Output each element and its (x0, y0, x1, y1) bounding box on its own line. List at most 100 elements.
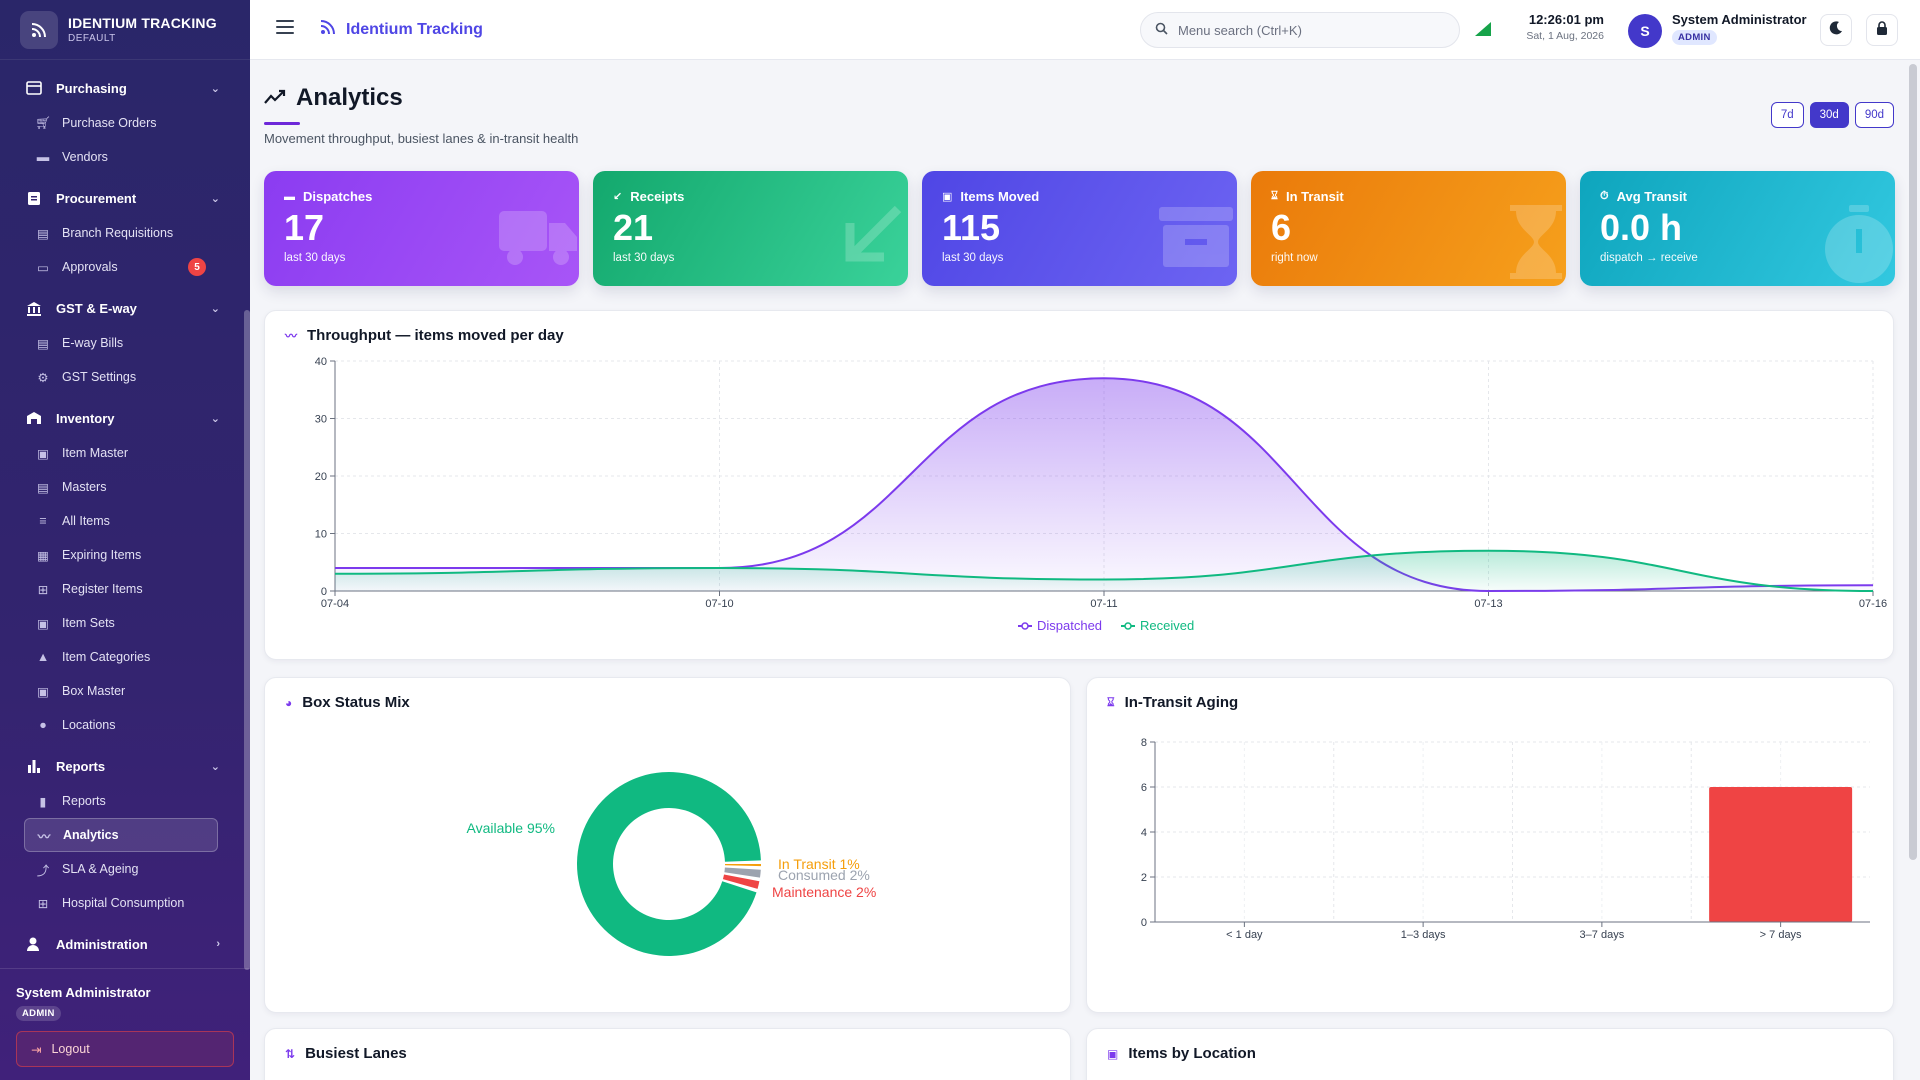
theme-toggle-button[interactable] (1820, 14, 1852, 46)
kpi-in-transit[interactable]: ⌛︎ In Transit 6 right now (1251, 171, 1566, 286)
sidebar-item-masters[interactable]: ▤ Masters (24, 470, 218, 504)
aging-card: ⌛︎ In-Transit Aging 0 2 4 6 8 < 1 day 1–3 days… (1086, 677, 1894, 1013)
app-title[interactable]: Identium Tracking (320, 19, 483, 40)
sidebar-item-locations[interactable]: ● Locations (24, 708, 218, 742)
kpi-caption: last 30 days (942, 252, 1004, 264)
legend-label: Received (1140, 618, 1194, 633)
main-content: Analytics Movement throughput, busiest l… (250, 60, 1920, 1080)
sidebar-item-item-sets[interactable]: ▣ Item Sets (24, 606, 218, 640)
sidebar-item-approvals[interactable]: ▭ Approvals 5 (24, 250, 218, 284)
sidebar-user-name: System Administrator (16, 985, 151, 1000)
kpi-label: Avg Transit (1616, 189, 1687, 204)
sidebar-item-sla-ageing[interactable]: ⤴ SLA & Ageing (24, 852, 218, 886)
items-by-location-card: ▣ Items by Location (1086, 1028, 1894, 1080)
sidebar-item-register-items[interactable]: ⊞ Register Items (24, 572, 218, 606)
sidebar-scrollbar[interactable] (244, 310, 250, 970)
sidebar-item-label: Branch Requisitions (62, 226, 174, 240)
aging-bar (1709, 787, 1853, 922)
kpi-items-moved[interactable]: ▣ Items Moved 115 last 30 days (922, 171, 1237, 286)
sidebar-item-reports[interactable]: ▮ Reports (24, 784, 218, 818)
list-icon: ≡ (39, 514, 47, 528)
page-scrollbar[interactable] (1909, 64, 1917, 860)
sidebar-group-inventory[interactable]: Inventory ⌄ (0, 400, 240, 436)
trend-line-icon: 〰 (285, 329, 298, 343)
menu-search-input[interactable]: Menu search (Ctrl+K) (1140, 12, 1460, 48)
x-tick-label: < 1 day (1226, 929, 1263, 941)
lock-button[interactable] (1866, 14, 1898, 46)
sidebar-item-label: Item Categories (62, 650, 151, 664)
sidebar-item-box-master[interactable]: ▣ Box Master (24, 674, 218, 708)
x-tick-label: 07-04 (321, 598, 349, 610)
bank-icon (24, 301, 44, 316)
sidebar-item-all-items[interactable]: ≡ All Items (24, 504, 218, 538)
y-tick-label: 2 (1141, 872, 1147, 884)
sidebar-item-purchase-orders[interactable]: 🛒︎ Purchase Orders (24, 106, 218, 140)
sidebar-item-gst-settings[interactable]: ⚙︎ GST Settings (24, 360, 218, 394)
brand[interactable]: IDENTIUM TRACKING DEFAULT (0, 0, 250, 60)
x-tick-label: 07-10 (705, 598, 733, 610)
sidebar-item-eway-bills[interactable]: ▤ E-way Bills (24, 326, 218, 360)
page-title-text: Analytics (296, 84, 403, 111)
sidebar-item-label: Box Master (62, 684, 126, 698)
kpi-caption: right now (1271, 252, 1318, 264)
truck-icon (499, 211, 577, 265)
sidebar-item-label: Analytics (63, 828, 119, 842)
kpi-dispatches[interactable]: ▬ Dispatches 17 last 30 days (264, 171, 579, 286)
brand-subtitle: DEFAULT (68, 33, 116, 44)
y-tick-label: 0 (1141, 917, 1147, 929)
plus-square-icon: ⊞ (37, 582, 49, 597)
range-7d-button[interactable]: 7d (1770, 102, 1804, 128)
y-tick-label: 20 (315, 471, 327, 483)
sidebar-item-item-master[interactable]: ▣ Item Master (24, 436, 218, 470)
kpi-caption: dispatch → receive (1600, 252, 1698, 264)
menu-toggle-button[interactable] (276, 20, 296, 39)
range-30d-button[interactable]: 30d (1809, 102, 1849, 128)
throughput-chart: 0 10 20 30 40 07-04 07-10 07-11 07-13 07-16 Dispat… (315, 356, 1887, 633)
sidebar-group-label: Reports (56, 758, 106, 774)
sidebar-item-branch-requisitions[interactable]: ▤ Branch Requisitions (24, 216, 218, 250)
sidebar-group-reports[interactable]: Reports ⌄ (0, 748, 240, 784)
sidebar-group-procurement[interactable]: Procurement ⌄ (0, 180, 240, 216)
user-menu[interactable]: System Administrator ADMIN (1672, 12, 1807, 45)
chevron-down-icon: ⌄ (210, 82, 220, 95)
sidebar-item-vendors[interactable]: ▬ Vendors (24, 140, 218, 174)
sidebar-item-label: Vendors (62, 150, 108, 164)
clock-date: Sat, 1 Aug, 2026 (1526, 30, 1604, 42)
kpi-avg-transit[interactable]: ⏱︎ Avg Transit 0.0 h dispatch → receive (1580, 171, 1895, 286)
bar-chart-icon: ▮ (39, 794, 47, 809)
store-icon (24, 81, 44, 95)
throughput-card: 〰 Throughput — items moved per day 0 10 20… (264, 310, 1894, 660)
y-tick-label: 0 (321, 586, 327, 598)
sidebar-item-expiring-items[interactable]: ▦ Expiring Items (24, 538, 218, 572)
pie-slice-consumed (724, 867, 761, 878)
kpi-caption: last 30 days (284, 252, 346, 264)
range-90d-button[interactable]: 90d (1854, 102, 1894, 128)
sidebar-item-label: All Items (62, 514, 110, 528)
archive-box-icon (1159, 207, 1233, 267)
box-status-chart: Available 95% In Transit 1%Consumed 2%Mai… (467, 771, 876, 956)
kpi-receipts[interactable]: ↙ Receipts 21 last 30 days (593, 171, 908, 286)
sidebar-item-item-categories[interactable]: ▲ Item Categories (24, 640, 218, 674)
hamburger-icon (276, 20, 294, 34)
sla-chart-icon: ⤴ (36, 863, 50, 878)
range-selector: 7d 30d 90d (1770, 102, 1894, 128)
sidebar-group-administration[interactable]: Administration › (0, 926, 240, 962)
sidebar-item-analytics[interactable]: 〰 Analytics (24, 818, 218, 852)
pie-label-consumed: Consumed 2% (778, 867, 870, 883)
sidebar-footer: System Administrator ADMIN ⇥ Logout (0, 968, 250, 1080)
x-tick-label: 1–3 days (1401, 929, 1446, 941)
throughput-title: 〰 Throughput — items moved per day (285, 327, 564, 344)
search-placeholder: Menu search (Ctrl+K) (1178, 22, 1302, 38)
sidebar-item-hospital-consumption[interactable]: ⊞ Hospital Consumption (24, 886, 218, 920)
brand-name: IDENTIUM TRACKING (68, 15, 217, 31)
y-tick-label: 30 (315, 414, 327, 426)
clock-time: 12:26:01 pm (1528, 12, 1604, 27)
logout-button[interactable]: ⇥ Logout (16, 1031, 234, 1067)
sidebar-group-gst-eway[interactable]: GST & E-way ⌄ (0, 290, 240, 326)
truck-icon: ▬ (284, 190, 295, 203)
sidebar-group-purchasing[interactable]: Purchasing ⌄ (0, 70, 240, 106)
archive-icon: ▣ (1107, 1046, 1119, 1061)
y-tick-label: 4 (1141, 827, 1147, 839)
trend-line-icon (264, 84, 286, 112)
avatar[interactable]: S (1628, 14, 1662, 48)
